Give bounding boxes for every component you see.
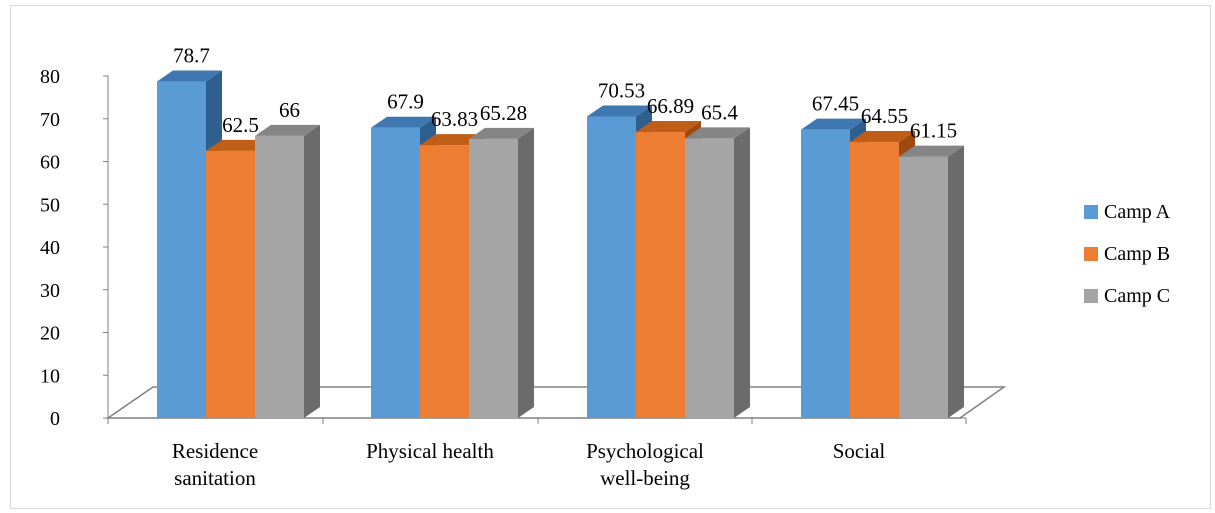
bar-camp-a[interactable]	[371, 127, 420, 418]
bar-side	[304, 124, 320, 418]
bar-camp-a[interactable]	[157, 81, 206, 419]
bar-camp-a[interactable]	[801, 129, 850, 418]
x-category-label: Psychological	[586, 439, 704, 463]
bar-top	[255, 124, 320, 136]
data-label: 66	[279, 98, 300, 122]
legend-label: Camp A	[1104, 201, 1171, 223]
y-tick-label: 30	[40, 280, 60, 302]
bar-top	[157, 70, 222, 82]
legend-swatch	[1084, 289, 1098, 303]
data-label: 65.28	[480, 101, 527, 125]
y-tick-label: 60	[40, 152, 60, 174]
legend-label: Camp C	[1104, 285, 1170, 307]
y-tick-label: 20	[40, 323, 60, 345]
y-tick-label: 70	[40, 109, 60, 131]
bar-camp-b[interactable]	[206, 150, 255, 418]
legend-label: Camp B	[1104, 243, 1170, 265]
y-tick-label: 0	[50, 408, 60, 430]
bar-side	[734, 127, 750, 418]
y-tick-label: 50	[40, 194, 60, 216]
data-label: 64.55	[861, 104, 908, 128]
y-tick-label: 10	[40, 365, 60, 387]
x-category-label: Physical health	[366, 439, 494, 463]
bar-camp-a[interactable]	[587, 116, 636, 418]
data-label: 65.4	[701, 100, 738, 124]
bar-camp-b[interactable]	[636, 132, 685, 418]
bar-top	[801, 118, 866, 130]
bar-side	[948, 145, 964, 419]
data-label: 70.53	[598, 78, 645, 102]
x-category-label: Residence	[172, 439, 258, 463]
bar-top	[206, 139, 271, 151]
bar-camp-c[interactable]	[469, 138, 518, 419]
bar-camp-b[interactable]	[850, 142, 899, 418]
bar-top	[371, 116, 436, 128]
data-label: 67.45	[812, 92, 859, 116]
bar-top	[850, 131, 915, 143]
bar-top	[587, 105, 652, 117]
x-category-label: sanitation	[174, 466, 256, 490]
data-label: 61.15	[910, 119, 957, 143]
bar-top	[636, 121, 701, 133]
data-label: 78.7	[173, 44, 210, 68]
y-tick-label: 40	[40, 237, 60, 259]
bar-camp-c[interactable]	[899, 156, 948, 419]
bar-top	[685, 127, 750, 139]
data-label: 63.83	[431, 107, 478, 131]
bar-camp-c[interactable]	[685, 138, 734, 419]
data-label: 62.5	[222, 113, 259, 137]
bar-top	[420, 134, 485, 146]
y-tick-label: 80	[40, 66, 60, 88]
bar-camp-c[interactable]	[255, 135, 304, 418]
bar-camp-b[interactable]	[420, 145, 469, 418]
bar-top	[899, 145, 964, 157]
bar-side	[518, 127, 534, 418]
bar-top	[469, 127, 534, 139]
data-label: 67.9	[387, 90, 424, 114]
legend-swatch	[1084, 205, 1098, 219]
legend-swatch	[1084, 247, 1098, 261]
x-category-label: Social	[833, 439, 886, 463]
x-category-label: well-being	[600, 466, 690, 490]
data-label: 66.89	[647, 94, 694, 118]
